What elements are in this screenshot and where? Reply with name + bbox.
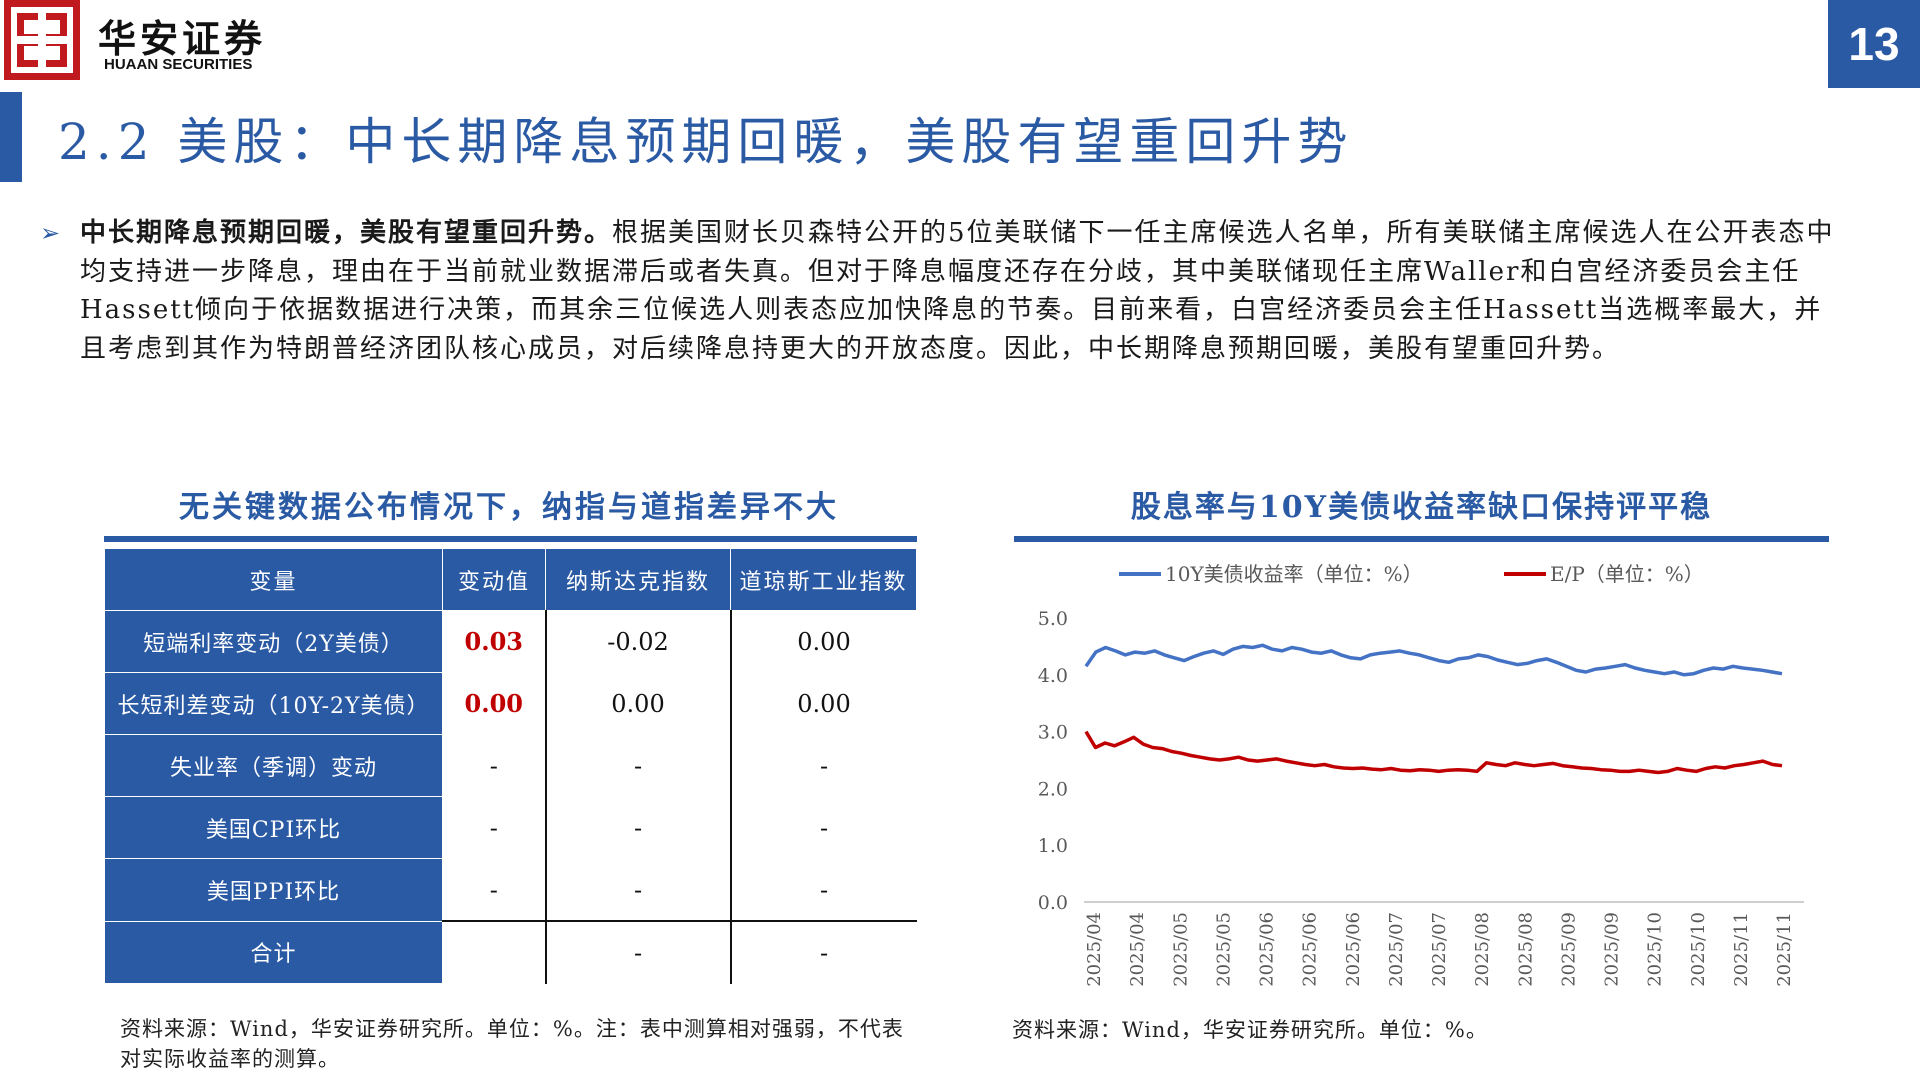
summary-paragraph: ➢ 中长期降息预期回暖，美股有望重回升势。根据美国财长贝森特公开的5位美联储下一… — [40, 214, 1840, 368]
x-tick-label: 2025/11 — [1731, 912, 1752, 987]
legend-label: E/P（单位：%） — [1550, 562, 1704, 586]
table-row: 美国PPI环比 - - - — [104, 858, 917, 922]
row-label: 长短利差变动（10Y-2Y美债） — [104, 672, 443, 735]
table-cell: - — [442, 858, 547, 922]
table-source-note: 资料来源：Wind，华安证券研究所。单位：%。注：表中测算相对强弱，不代表对实际… — [120, 1017, 904, 1071]
chart-svg: 10Y美债收益率（单位：%） E/P（单位：%） 0.0 1.0 2.0 3.0 4.0 5.… — [1038, 562, 1804, 987]
table-cell: - — [730, 734, 917, 797]
title-accent-bar — [0, 92, 22, 182]
legend-label: 10Y美债收益率（单位：%） — [1165, 562, 1423, 586]
y-tick-label: 4.0 — [1038, 665, 1068, 687]
table-cell: - — [545, 858, 732, 922]
y-tick-label: 0.0 — [1038, 892, 1068, 914]
table-total-row: 合计 - - — [104, 920, 917, 984]
x-tick-label: 2025/04 — [1127, 912, 1148, 987]
sensitivity-table: 变量 变动值 纳斯达克指数 道琼斯工业指数 短端利率变动（2Y美债） 0.03 … — [104, 548, 917, 984]
table-cell: - — [442, 796, 547, 859]
arrow-bullet-icon: ➢ — [40, 219, 63, 247]
brand-name-en: HUAAN SECURITIES — [104, 56, 253, 73]
x-tick-label: 2025/06 — [1257, 912, 1278, 987]
x-tick-label: 2025/04 — [1084, 912, 1105, 987]
table-cell: - — [730, 858, 917, 922]
chart-title: 股息率与10Y美债收益率缺口保持评平稳 — [1130, 490, 1713, 525]
x-tick-label: 2025/09 — [1602, 912, 1623, 987]
series-line — [1084, 643, 1783, 677]
x-tick-label: 2025/09 — [1558, 912, 1579, 987]
x-tick-label: 2025/10 — [1645, 912, 1666, 987]
page-title: 2.2 美股：中长期降息预期回暖，美股有望重回升势 — [58, 113, 1354, 171]
table-cell: - — [545, 920, 732, 984]
x-tick-label: 2025/08 — [1472, 912, 1493, 987]
x-tick-label: 2025/05 — [1213, 912, 1234, 987]
table-cell: 0.00 — [730, 672, 917, 735]
header-cell: 变动值 — [442, 548, 546, 611]
page-number: 13 — [1828, 0, 1920, 88]
table-cell: - — [545, 796, 732, 859]
table-header-row: 变量 变动值 纳斯达克指数 道琼斯工业指数 — [104, 548, 917, 611]
table-cell: - — [545, 734, 732, 797]
y-tick-label: 5.0 — [1038, 608, 1068, 630]
company-logo — [4, 0, 80, 80]
table-cell: - — [442, 734, 547, 797]
y-tick-label: 3.0 — [1038, 722, 1068, 744]
series-line — [1084, 730, 1783, 775]
table-cell: - — [730, 920, 917, 984]
row-label: 美国CPI环比 — [104, 796, 443, 859]
y-tick-label: 1.0 — [1038, 835, 1068, 857]
table-title: 无关键数据公布情况下，纳指与道指差异不大 — [179, 490, 839, 525]
x-tick-label: 2025/10 — [1688, 912, 1709, 987]
x-tick-label: 2025/06 — [1300, 912, 1321, 987]
chart-title-rule — [1014, 536, 1829, 542]
table-title-rule — [104, 536, 917, 542]
header-cell: 变量 — [104, 548, 443, 611]
table-row: 短端利率变动（2Y美债） 0.03 -0.02 0.00 — [104, 610, 917, 673]
table-row: 美国CPI环比 - - - — [104, 796, 917, 859]
table-cell: 0.00 — [545, 672, 732, 735]
table-cell: - — [730, 796, 917, 859]
x-tick-label: 2025/07 — [1429, 912, 1450, 987]
table-cell: 0.00 — [730, 610, 917, 673]
table-cell: -0.02 — [545, 610, 732, 673]
logo-mark-icon — [11, 7, 73, 73]
yield-chart: 10Y美债收益率（单位：%） E/P（单位：%） 0.0 1.0 2.0 3.0 4.0 5.… — [1014, 548, 1829, 1003]
table-row: 失业率（季调）变动 - - - — [104, 734, 917, 797]
x-tick-label: 2025/07 — [1386, 912, 1407, 987]
table-cell: 0.00 — [442, 672, 547, 735]
row-label: 美国PPI环比 — [104, 858, 443, 922]
header-cell: 道琼斯工业指数 — [730, 548, 917, 611]
chart-source-note: 资料来源：Wind，华安证券研究所。单位：%。 — [1012, 1018, 1488, 1042]
x-tick-label: 2025/08 — [1515, 912, 1536, 987]
table-cell: 0.03 — [442, 610, 547, 673]
x-tick-label: 2025/05 — [1170, 912, 1191, 987]
x-tick-label: 2025/06 — [1343, 912, 1364, 987]
brand-name-cn: 华安证券 — [98, 16, 267, 61]
table-cell — [442, 920, 547, 984]
header-cell: 纳斯达克指数 — [545, 548, 731, 611]
row-label: 短端利率变动（2Y美债） — [104, 610, 443, 673]
x-tick-label: 2025/11 — [1774, 912, 1795, 987]
table-row: 长短利差变动（10Y-2Y美债） 0.00 0.00 0.00 — [104, 672, 917, 735]
row-label: 失业率（季调）变动 — [104, 734, 443, 797]
paragraph-lead: 中长期降息预期回暖，美股有望重回升势。 — [80, 218, 613, 248]
y-tick-label: 2.0 — [1038, 778, 1068, 800]
paragraph-body: 根据美国财长贝森特公开的5位美联储下一任主席候选人名单，所有美联储主席候选人在公… — [80, 218, 1835, 364]
row-label: 合计 — [104, 920, 443, 984]
